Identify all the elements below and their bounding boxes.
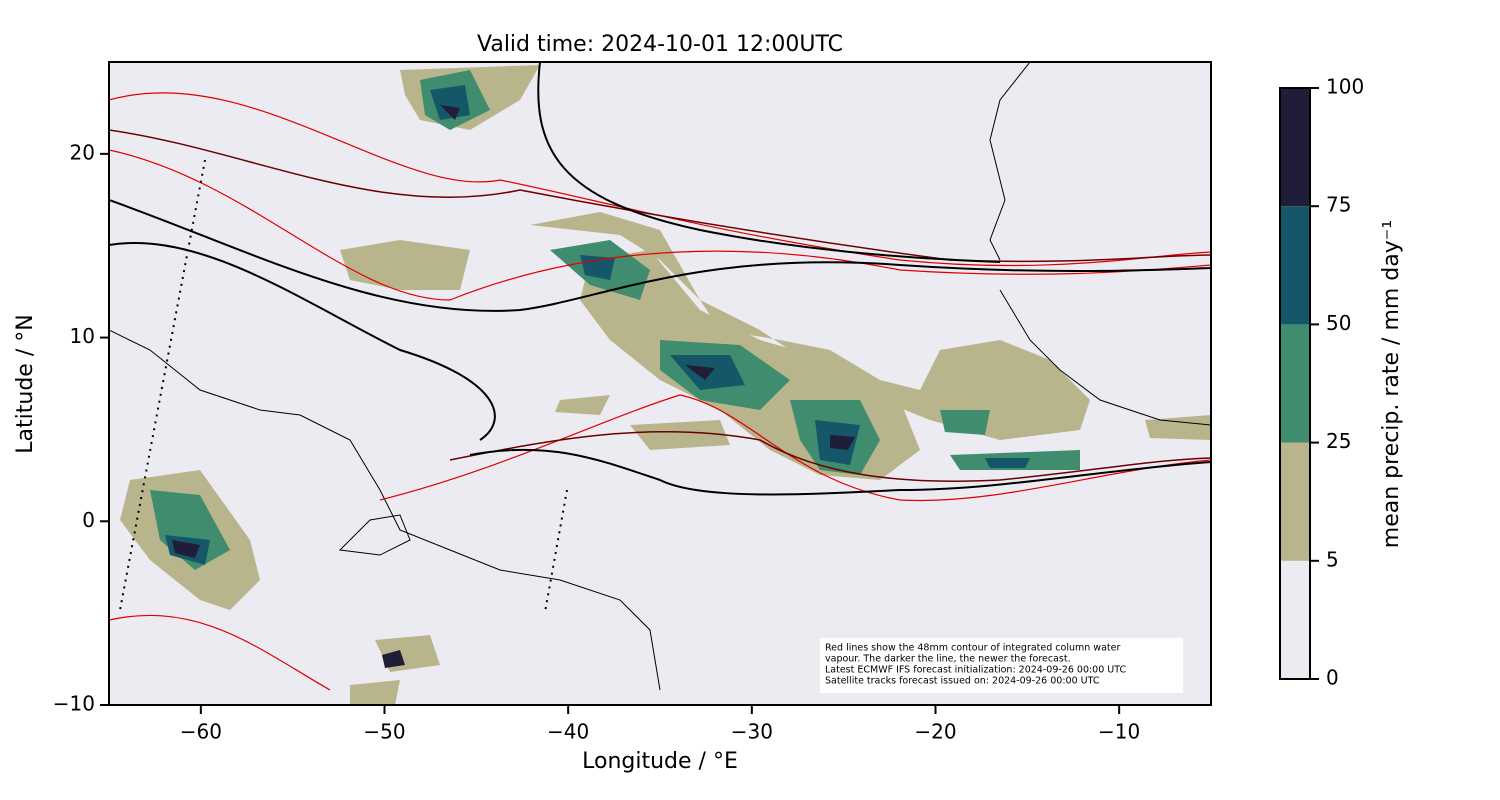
- colorbar-segment: [1280, 88, 1310, 207]
- y-tick-label: −10: [53, 692, 95, 716]
- annotation-line: vapour. The darker the line, the newer t…: [825, 654, 1071, 665]
- colorbar-segment: [1280, 442, 1310, 561]
- annotation-box: [820, 638, 1183, 693]
- colorbar-label: mean precip. rate / mm day⁻¹: [1379, 220, 1404, 548]
- y-axis-label: Latitude / °N: [13, 314, 38, 453]
- coastlines: [109, 62, 1211, 691]
- annotation-line: Satellite tracks forecast issued on: 202…: [825, 676, 1100, 687]
- x-tick-label: −20: [914, 720, 956, 744]
- colorbar-tick-label: 0: [1326, 666, 1339, 690]
- colorbar-segment: [1280, 560, 1310, 679]
- colorbar-tick-label: 50: [1326, 311, 1351, 335]
- colorbar-frame: [1279, 87, 1311, 680]
- colorbar-tick-label: 100: [1326, 75, 1364, 99]
- x-tick-label: −30: [731, 720, 773, 744]
- y-tick-label: 0: [82, 508, 95, 532]
- map-layer: [109, 62, 1211, 705]
- x-tick-label: −60: [180, 720, 222, 744]
- x-axis-label: Longitude / °E: [582, 749, 738, 774]
- colorbar-tick-label: 25: [1326, 429, 1351, 453]
- iwv-contours-new: [109, 62, 1211, 496]
- colorbar-tick-label: 5: [1326, 547, 1339, 571]
- x-tick-label: −40: [547, 720, 589, 744]
- colorbar: 0 5 25 50 75 100: [1279, 75, 1364, 690]
- colorbar-segment: [1280, 206, 1310, 325]
- y-tick-label: 10: [70, 324, 95, 348]
- colorbar-segment: [1280, 324, 1310, 443]
- iwv-contours-mid: [109, 129, 1211, 482]
- precip-75-100: [172, 105, 855, 668]
- annotation-line: Red lines show the 48mm contour of integ…: [825, 643, 1120, 654]
- x-tick-label: −50: [363, 720, 405, 744]
- chart-title: Valid time: 2024-10-01 12:00UTC: [477, 32, 843, 57]
- axes-frame: [108, 61, 1212, 706]
- annotation-line: Latest ECMWF IFS forecast initialization…: [825, 665, 1126, 676]
- annotation: Red lines show the 48mm contour of integ…: [825, 643, 1126, 687]
- x-tick-label: −10: [1098, 720, 1140, 744]
- colorbar-tick-label: 75: [1326, 193, 1351, 217]
- y-tick-label: 20: [70, 140, 95, 164]
